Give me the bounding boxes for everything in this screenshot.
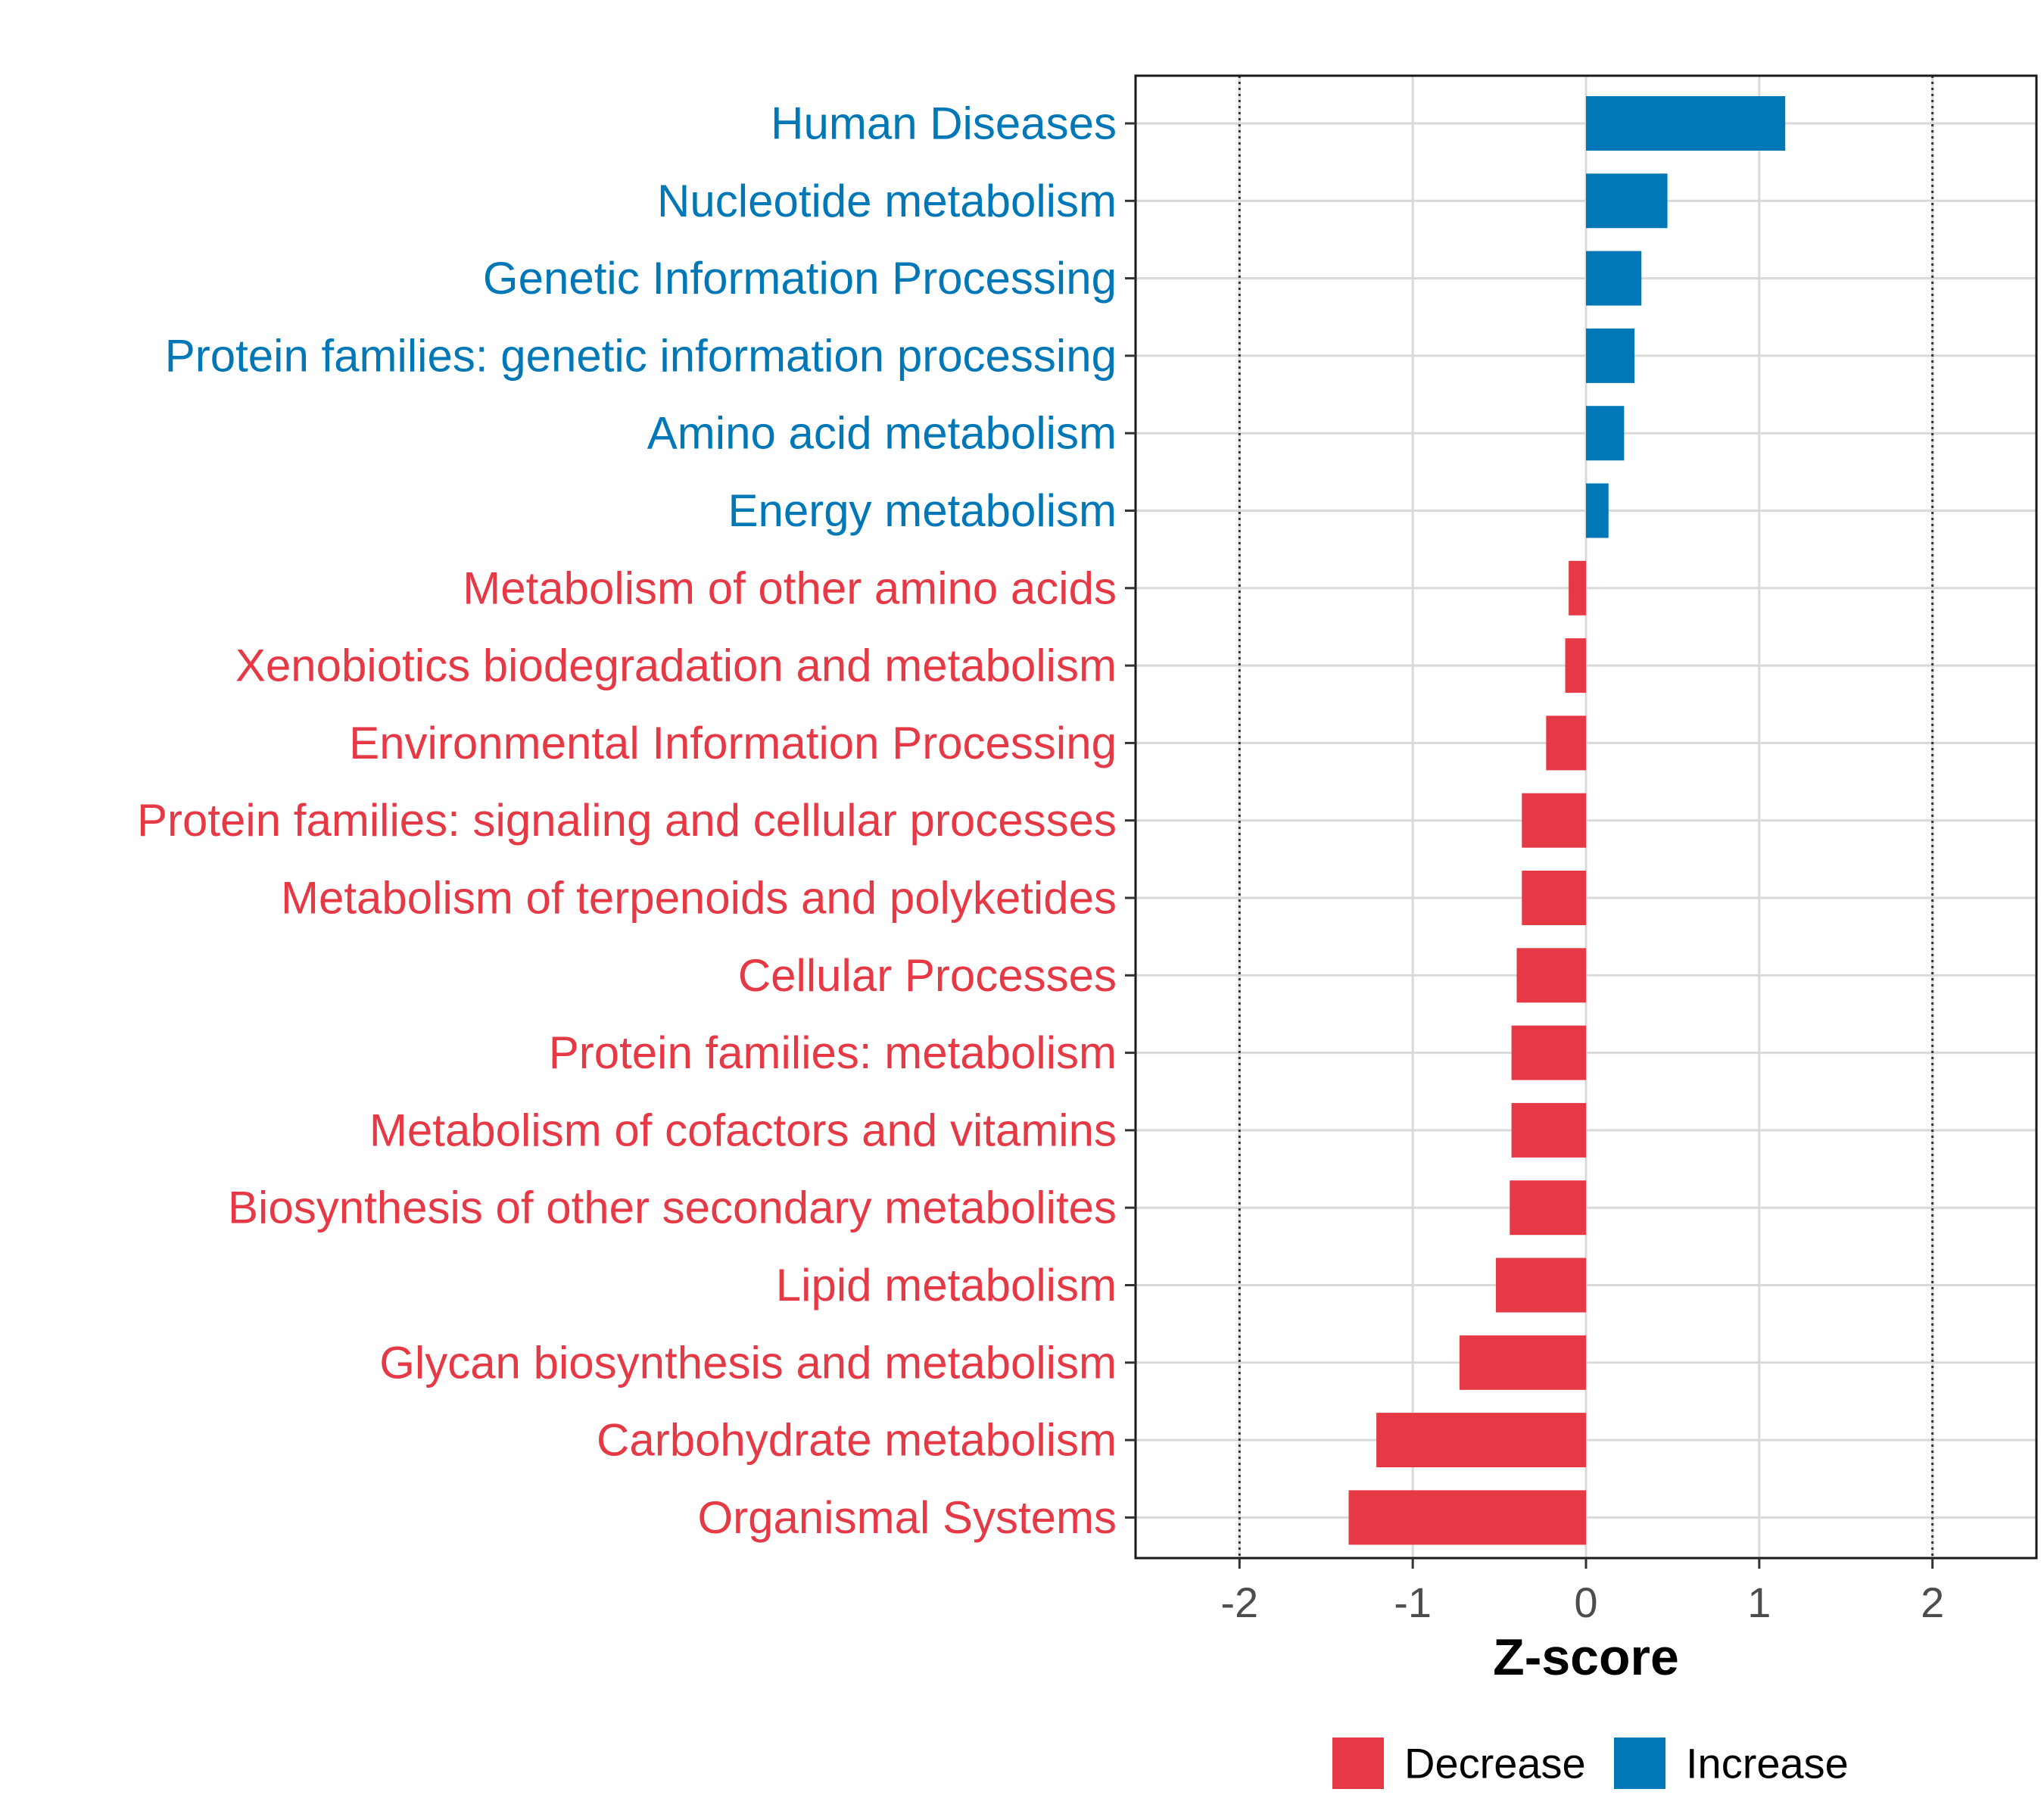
bar <box>1511 1102 1586 1158</box>
x-tick-label: 1 <box>1747 1579 1771 1626</box>
bar <box>1522 793 1586 848</box>
x-tick-label: 0 <box>1574 1579 1597 1626</box>
reference-line-layer <box>1238 76 1934 1558</box>
x-axis: -2 -1 0 1 2 <box>1220 1558 1944 1626</box>
category-label: Nucleotide metabolism <box>657 176 1117 226</box>
legend-label-decrease: Decrease <box>1404 1740 1586 1787</box>
category-label: Human Diseases <box>771 98 1117 149</box>
x-axis-title: Z-score <box>1493 1628 1679 1686</box>
bar <box>1376 1413 1586 1468</box>
bar <box>1586 483 1609 538</box>
legend-label-increase: Increase <box>1686 1740 1849 1787</box>
bar-layer <box>1348 96 1786 1545</box>
category-label: Protein families: metabolism <box>549 1027 1117 1078</box>
category-label: Amino acid metabolism <box>647 408 1117 459</box>
x-tick-label: -1 <box>1394 1579 1432 1626</box>
bar <box>1546 715 1586 771</box>
category-label: Energy metabolism <box>728 485 1117 536</box>
category-label: Metabolism of other amino acids <box>463 563 1117 613</box>
bar <box>1586 406 1625 461</box>
category-label: Organismal Systems <box>698 1492 1117 1543</box>
bar <box>1522 871 1586 925</box>
bar <box>1348 1490 1586 1545</box>
legend: Decrease Increase <box>1332 1738 1849 1789</box>
bar <box>1496 1258 1586 1313</box>
legend-swatch-increase <box>1614 1738 1665 1789</box>
category-label: Glycan biosynthesis and metabolism <box>379 1337 1117 1388</box>
x-tick-label: -2 <box>1220 1579 1258 1626</box>
category-label: Cellular Processes <box>738 950 1117 1001</box>
bar <box>1565 638 1586 693</box>
category-label: Biosynthesis of other secondary metaboli… <box>228 1183 1117 1233</box>
bar <box>1586 251 1642 306</box>
y-axis: Human Diseases Nucleotide metabolism Genet… <box>137 98 1136 1543</box>
category-label: Protein families: genetic information pr… <box>165 330 1117 381</box>
category-label: Environmental Information Processing <box>349 718 1117 768</box>
category-label: Metabolism of terpenoids and polyketides <box>281 873 1117 924</box>
category-label: Protein families: signaling and cellular… <box>137 795 1117 846</box>
category-label: Carbohydrate metabolism <box>597 1415 1117 1466</box>
bar <box>1569 560 1586 616</box>
bar <box>1459 1335 1586 1390</box>
category-label: Genetic Information Processing <box>483 253 1117 304</box>
bar <box>1586 173 1668 229</box>
bar <box>1516 948 1586 1003</box>
category-label: Xenobiotics biodegradation and metabolis… <box>235 640 1117 691</box>
bar <box>1510 1180 1586 1236</box>
x-tick-label: 2 <box>1921 1579 1944 1626</box>
category-label: Metabolism of cofactors and vitamins <box>369 1105 1117 1155</box>
category-label: Lipid metabolism <box>776 1260 1117 1311</box>
legend-swatch-decrease <box>1332 1738 1384 1789</box>
bar <box>1511 1025 1586 1080</box>
bar <box>1586 96 1786 151</box>
bar <box>1586 328 1635 383</box>
